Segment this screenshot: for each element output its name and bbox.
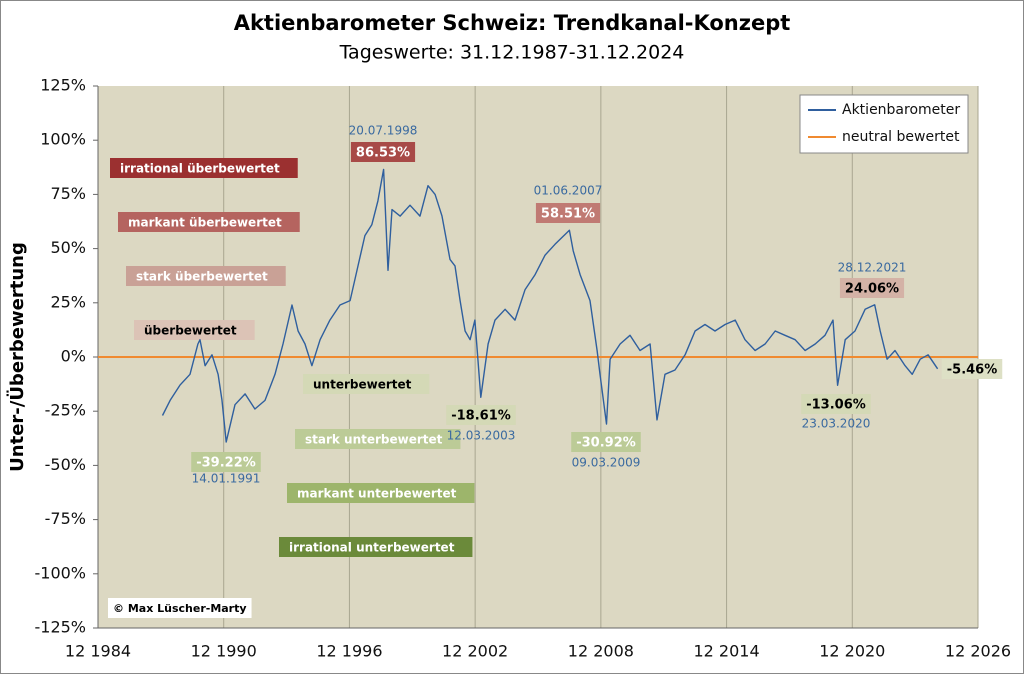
- zone-label: markant unterbewertet: [287, 483, 475, 503]
- chart-subtitle: Tageswerte: 31.12.1987-31.12.2024: [339, 42, 685, 64]
- y-axis-label: Unter-/Überbewertung: [6, 242, 28, 472]
- x-tick-label: 12 2014: [693, 642, 759, 661]
- zone-text: stark unterbewertet: [305, 433, 443, 447]
- series-line: [161, 168, 939, 443]
- zone-box: [126, 266, 286, 286]
- annotation-box: [839, 278, 905, 298]
- zone-text: stark überbewertet: [136, 270, 268, 284]
- zone-text: irrational unterbewertet: [289, 541, 455, 555]
- x-tick-label: 12 2008: [568, 642, 634, 661]
- annotation-label: 24.06%: [845, 282, 899, 297]
- annotation-date: 23.03.2020: [802, 417, 871, 431]
- y-tick-label: -125%: [34, 618, 86, 637]
- annotation-date: 28.12.2021: [838, 261, 907, 275]
- zone-label: stark unterbewertet: [295, 429, 461, 449]
- annotation-box: [446, 405, 516, 425]
- zone-label: stark überbewertet: [126, 266, 286, 286]
- y-tick-label: -50%: [45, 455, 86, 474]
- annotation-date: 09.03.2009: [572, 456, 641, 470]
- annotation-box: [350, 142, 416, 162]
- y-tick-label: 50%: [50, 238, 86, 257]
- annotation-label: 58.51%: [541, 207, 595, 222]
- y-tick-label: 125%: [40, 76, 86, 95]
- zone-box: [287, 483, 475, 503]
- annotation-label: -39.22%: [196, 456, 256, 471]
- annotation-date: 01.06.2007: [534, 184, 603, 198]
- zone-text: markant unterbewertet: [297, 487, 457, 501]
- annotation-date: 12.03.2003: [447, 429, 516, 443]
- chart-title: Aktienbarometer Schweiz: Trendkanal-Konz…: [234, 11, 791, 35]
- annotation-label: -5.46%: [947, 363, 998, 378]
- annotation-date: 20.07.1998: [349, 124, 418, 138]
- zone-text: unterbewertet: [313, 378, 412, 392]
- x-tick-label: 12 2026: [945, 642, 1011, 661]
- legend: Aktienbarometer neutral bewertet: [799, 94, 969, 154]
- y-tick-label: 25%: [50, 292, 86, 311]
- annotation-box: [571, 432, 641, 452]
- legend-label: Aktienbarometer: [842, 102, 960, 118]
- copyright: © Max Lüscher-Marty: [113, 602, 247, 615]
- annotation-label: -18.61%: [451, 409, 511, 424]
- zone-box: [295, 429, 461, 449]
- zone-label: unterbewertet: [303, 374, 430, 394]
- y-tick-label: 0%: [61, 347, 86, 366]
- annotation-label: -30.92%: [576, 436, 636, 451]
- annotation-box: [191, 452, 261, 472]
- zone-label: irrational unterbewertet: [279, 537, 473, 557]
- zone-box: [279, 537, 473, 557]
- zone-box: [303, 374, 430, 394]
- y-tick-label: -25%: [45, 401, 86, 420]
- zone-label: markant überbewertet: [118, 212, 300, 232]
- x-tick-label: 12 2020: [819, 642, 885, 661]
- zone-box: [110, 158, 298, 178]
- legend-label: neutral bewertet: [842, 129, 960, 145]
- y-tick-label: 75%: [50, 184, 86, 203]
- legend-box: [799, 94, 969, 154]
- annotation-label: -13.06%: [806, 398, 866, 413]
- y-tick-label: 100%: [40, 130, 86, 149]
- annotation-box: [801, 394, 871, 414]
- annotation-label: 86.53%: [356, 146, 410, 161]
- zone-text: irrational überbewertet: [120, 162, 280, 176]
- annotation-date: 14.01.1991: [192, 472, 261, 486]
- x-tick-label: 12 1996: [316, 642, 382, 661]
- zone-box: [134, 320, 255, 340]
- x-tick-label: 12 1984: [65, 642, 131, 661]
- annotation-box: [941, 359, 1003, 379]
- zone-text: markant überbewertet: [128, 216, 282, 230]
- x-tick-label: 12 2002: [442, 642, 508, 661]
- zone-text: überbewertet: [144, 324, 237, 338]
- x-tick-label: 12 1990: [191, 642, 257, 661]
- y-tick-label: -75%: [45, 509, 86, 528]
- zone-label: irrational überbewertet: [110, 158, 298, 178]
- annotation-box: [535, 203, 601, 223]
- copyright-box: [108, 598, 252, 618]
- y-tick-label: -100%: [34, 563, 86, 582]
- zone-label: überbewertet: [134, 320, 255, 340]
- zone-box: [118, 212, 300, 232]
